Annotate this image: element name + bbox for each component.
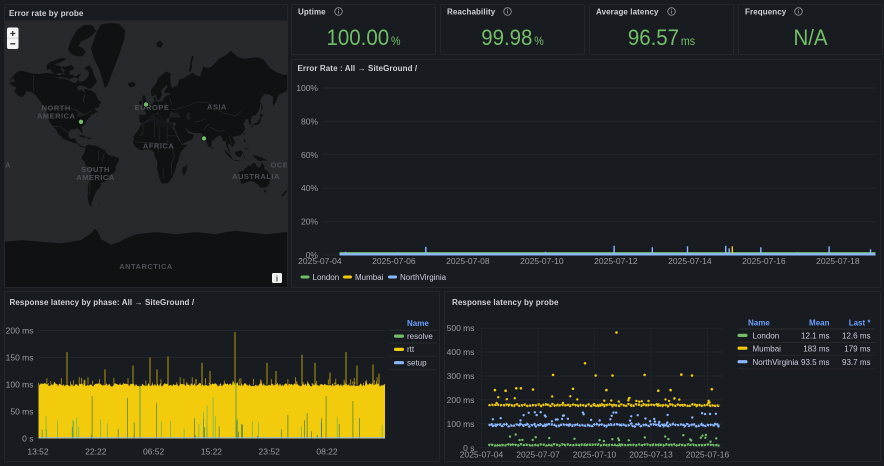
- svg-text:12.6 ms: 12.6 ms: [842, 332, 870, 341]
- svg-text:London: London: [753, 332, 780, 341]
- svg-text:15:22: 15:22: [201, 446, 223, 456]
- svg-text:0%: 0%: [306, 250, 319, 260]
- svg-text:ANTARCTICA: ANTARCTICA: [119, 262, 173, 271]
- svg-text:100 ms: 100 ms: [447, 419, 475, 429]
- svg-text:setup: setup: [407, 359, 427, 368]
- svg-text:AFRICA: AFRICA: [143, 141, 174, 150]
- svg-text:2025-07-12: 2025-07-12: [594, 256, 638, 266]
- svg-text:2025-07-04: 2025-07-04: [460, 449, 504, 459]
- svg-text:i: i: [276, 275, 278, 284]
- svg-text:EUROPE: EUROPE: [135, 103, 170, 112]
- svg-text:50 ms: 50 ms: [10, 407, 33, 417]
- svg-text:08:22: 08:22: [316, 446, 338, 456]
- svg-text:183 ms: 183 ms: [803, 344, 829, 353]
- svg-text:13:52: 13:52: [27, 446, 49, 456]
- svg-text:500 ms: 500 ms: [447, 323, 475, 333]
- svg-text:Mumbai: Mumbai: [753, 344, 782, 353]
- svg-text:23:52: 23:52: [259, 446, 281, 456]
- svg-text:179 ms: 179 ms: [844, 344, 870, 353]
- svg-text:SOUTH: SOUTH: [81, 165, 110, 174]
- svg-text:AUSTRALIA: AUSTRALIA: [232, 172, 280, 181]
- svg-text:rtt: rtt: [407, 345, 415, 354]
- svg-text:NorthVirginia: NorthVirginia: [400, 273, 447, 282]
- svg-text:2025-07-08: 2025-07-08: [446, 256, 490, 266]
- svg-text:12.1 ms: 12.1 ms: [801, 332, 829, 341]
- svg-text:NorthVirginia: NorthVirginia: [753, 358, 800, 367]
- svg-text:Last *: Last *: [849, 319, 872, 328]
- svg-text:Mumbai: Mumbai: [355, 273, 384, 282]
- svg-text:Name: Name: [407, 319, 429, 328]
- svg-text:2025-07-06: 2025-07-06: [372, 256, 416, 266]
- svg-text:2025-07-14: 2025-07-14: [668, 256, 712, 266]
- svg-text:200 ms: 200 ms: [6, 326, 34, 336]
- svg-text:150 ms: 150 ms: [6, 353, 34, 363]
- svg-text:2025-07-18: 2025-07-18: [816, 256, 860, 266]
- svg-text:A: A: [5, 161, 11, 170]
- svg-text:Name: Name: [748, 319, 770, 328]
- svg-text:0 s: 0 s: [463, 443, 474, 453]
- svg-text:2025-07-07: 2025-07-07: [516, 449, 560, 459]
- svg-text:300 ms: 300 ms: [447, 371, 475, 381]
- svg-text:2025-07-16: 2025-07-16: [742, 256, 786, 266]
- svg-text:ASIA: ASIA: [207, 103, 227, 112]
- svg-text:NORTH: NORTH: [42, 104, 71, 113]
- svg-text:AMERICA: AMERICA: [37, 112, 76, 121]
- svg-text:400 ms: 400 ms: [447, 347, 475, 357]
- svg-text:100%: 100%: [296, 83, 318, 93]
- svg-text:100 ms: 100 ms: [6, 380, 34, 390]
- svg-text:2025-07-04: 2025-07-04: [298, 256, 342, 266]
- svg-text:93.7 ms: 93.7 ms: [842, 358, 870, 367]
- svg-text:2025-07-13: 2025-07-13: [629, 449, 673, 459]
- svg-text:06:52: 06:52: [143, 446, 165, 456]
- svg-text:200 ms: 200 ms: [447, 395, 475, 405]
- svg-text:Mean: Mean: [809, 319, 830, 328]
- svg-text:20%: 20%: [301, 217, 318, 227]
- svg-text:AMERICA: AMERICA: [76, 173, 115, 182]
- svg-text:resolve: resolve: [407, 332, 433, 341]
- svg-text:2025-07-10: 2025-07-10: [520, 256, 564, 266]
- svg-text:2025-07-10: 2025-07-10: [573, 449, 617, 459]
- svg-text:60%: 60%: [301, 150, 318, 160]
- svg-text:40%: 40%: [301, 183, 318, 193]
- svg-text:93.5 ms: 93.5 ms: [801, 358, 829, 367]
- svg-text:0 s: 0 s: [22, 434, 33, 444]
- svg-text:2025-07-16: 2025-07-16: [686, 449, 730, 459]
- svg-text:22:22: 22:22: [85, 446, 107, 456]
- svg-text:80%: 80%: [301, 116, 318, 126]
- svg-text:London: London: [313, 273, 340, 282]
